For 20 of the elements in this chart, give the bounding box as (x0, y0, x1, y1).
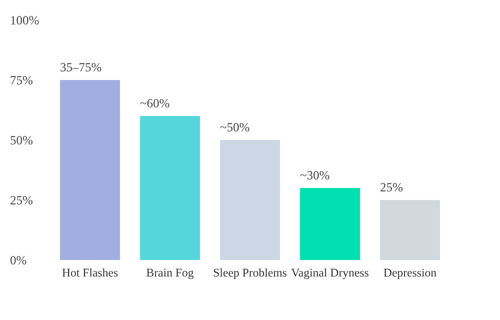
y-tick-label: 50% (10, 136, 32, 144)
data-label: ~60% (140, 99, 170, 108)
x-tick-label: Brain Fog (146, 268, 194, 280)
x-tick-label: Vaginal Dryness (291, 268, 368, 280)
bar (220, 140, 280, 260)
data-label: ~30% (300, 171, 330, 180)
bar (380, 200, 440, 260)
x-tick-label: Hot Flashes (62, 268, 118, 277)
bar (300, 188, 360, 260)
data-label: 25% (380, 183, 402, 192)
annotation: 35–75% (60, 63, 102, 72)
y-tick-label: 0% (10, 256, 26, 264)
bar (60, 80, 120, 260)
data-label: ~50% (220, 123, 250, 132)
x-tick-label: Sleep Problems (214, 268, 286, 280)
bar (140, 116, 200, 260)
x-tick-label: Depression (384, 268, 436, 280)
y-tick-label: 25% (10, 196, 32, 204)
y-tick-label: 75% (10, 76, 32, 84)
y-tick-label: 100% (11, 16, 39, 24)
